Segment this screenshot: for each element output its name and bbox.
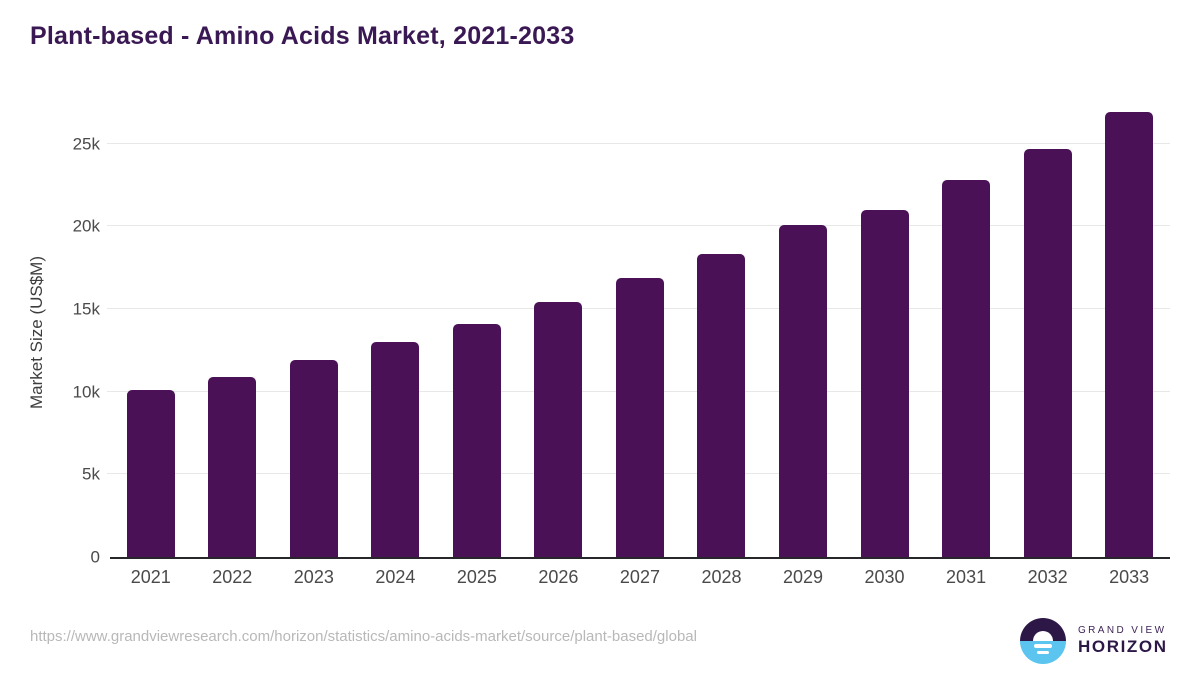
- chart-title: Plant-based - Amino Acids Market, 2021-2…: [30, 22, 575, 50]
- brand-logo: GRAND VIEW HORIZON: [1020, 618, 1168, 664]
- brand-text: GRAND VIEW HORIZON: [1078, 625, 1168, 656]
- gridline-20k: [107, 225, 1170, 227]
- x-axis-label-2022: 2022: [212, 567, 253, 587]
- y-axis-ticks: 0 5k 10k 15k 20k 25k: [0, 108, 100, 565]
- bar-2022: [208, 376, 257, 557]
- y-tick-label-25k: 25k: [72, 134, 100, 154]
- plot-area: [107, 108, 1170, 559]
- bar-2025: [452, 323, 501, 557]
- sun-reflection-line: [1037, 651, 1049, 654]
- x-axis-label-2030: 2030: [864, 567, 905, 587]
- bar-2021: [126, 389, 175, 557]
- brand-name-horizon: HORIZON: [1078, 636, 1168, 656]
- y-tick-label-5k: 5k: [82, 464, 100, 484]
- brand-name-grand-view: GRAND VIEW: [1078, 625, 1167, 637]
- x-axis-label-2026: 2026: [538, 567, 579, 587]
- sun-reflection-line: [1034, 644, 1052, 648]
- x-axis-label-2031: 2031: [946, 567, 987, 587]
- sun-icon: [1033, 631, 1053, 641]
- x-axis-label-2029: 2029: [782, 567, 824, 587]
- x-axis-label-2032: 2032: [1027, 567, 1068, 587]
- bar-series: [110, 108, 1170, 557]
- bar-2031: [942, 179, 991, 557]
- x-axis-label-2025: 2025: [456, 567, 497, 587]
- x-axis-label-2028: 2028: [701, 567, 742, 587]
- grand-view-horizon-logo-icon: [1020, 618, 1066, 664]
- x-axis-label-2033: 2033: [1109, 567, 1150, 587]
- x-axis-labels: 2021 2022 2023 2024 2025 2026 2027 2028 2029 2030…: [110, 567, 1170, 588]
- bar-2030: [860, 209, 909, 557]
- bar-2024: [371, 342, 420, 557]
- x-axis-label-2021: 2021: [130, 567, 171, 587]
- x-axis-label-2024: 2024: [375, 567, 416, 587]
- source-url: https://www.grandviewresearch.com/horizo…: [30, 628, 697, 645]
- bar-2026: [534, 302, 583, 557]
- y-tick-label-10k: 10k: [72, 382, 100, 402]
- y-tick-label-0: 0: [90, 547, 100, 567]
- bar-2028: [697, 254, 746, 557]
- bar-2033: [1105, 112, 1154, 557]
- bar-2029: [779, 224, 828, 557]
- y-tick-label-15k: 15k: [72, 299, 100, 319]
- y-tick-label-20k: 20k: [72, 216, 100, 236]
- bar-2027: [615, 277, 664, 557]
- x-axis-label-2023: 2023: [293, 567, 334, 587]
- bar-2023: [289, 360, 338, 557]
- x-axis-label-2027: 2027: [619, 567, 660, 587]
- gridline-25k: [107, 142, 1170, 144]
- bar-2032: [1023, 148, 1072, 557]
